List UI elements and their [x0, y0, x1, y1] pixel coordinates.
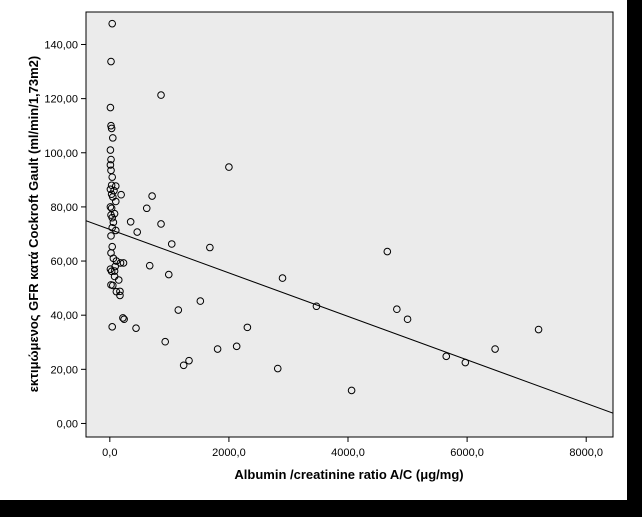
data-point [491, 345, 499, 353]
data-point [534, 325, 543, 334]
y-tick-label: 100,00 [44, 148, 78, 160]
data-point [133, 228, 142, 236]
data-point [196, 297, 205, 305]
data-point [107, 121, 115, 130]
x-tick-label: 6000,0 [450, 447, 484, 459]
data-point [142, 204, 151, 213]
x-axis-title: Albumin /creatinine ratio A/C (μg/mg) [234, 467, 463, 482]
data-point [278, 274, 287, 282]
data-point [117, 190, 125, 199]
data-point [108, 134, 117, 142]
data-point [108, 19, 117, 28]
data-point [111, 226, 120, 235]
data-point [106, 161, 115, 169]
data-point [107, 155, 115, 164]
data-point [116, 259, 125, 267]
data-point [225, 163, 233, 171]
data-point [461, 358, 470, 367]
data-point [107, 57, 115, 66]
data-point [161, 337, 169, 346]
y-tick-label: 120,00 [44, 94, 78, 106]
data-point [106, 146, 115, 154]
data-point [167, 240, 176, 248]
plot-area [85, 11, 614, 438]
data-point [132, 324, 140, 332]
data-point [232, 342, 241, 351]
data-point [109, 218, 118, 227]
x-tick-label: 8000,0 [569, 447, 603, 459]
data-point [174, 306, 183, 314]
data-point [157, 91, 165, 99]
data-point [111, 197, 120, 206]
data-point [108, 173, 117, 181]
y-tick-label: 140,00 [44, 39, 78, 51]
y-tick-label: 60,00 [50, 256, 78, 268]
y-axis-title: εκτιμώμενος GFR κατά Cockroft Gault (ml/… [26, 56, 41, 393]
data-point [114, 276, 123, 284]
data-point [179, 361, 188, 370]
x-tick-label: 2000,0 [212, 447, 246, 459]
data-point [108, 213, 117, 222]
x-axis-ticks: 0,0 2000,0 4000,0 6000,0 8000,0 [102, 437, 603, 459]
data-point [112, 257, 121, 265]
data-point [273, 364, 282, 373]
data-point [106, 203, 115, 211]
data-point [347, 386, 356, 395]
data-point [111, 182, 120, 190]
y-tick-label: 80,00 [50, 202, 78, 214]
chart-figure: 0,00 20,00 40,00 60,00 80,00 100,00 120,00 140,… [0, 0, 627, 500]
data-point [110, 209, 119, 218]
data-point [120, 315, 128, 324]
x-tick-label: 0,0 [102, 447, 117, 459]
data-point [107, 232, 115, 240]
data-point [119, 259, 128, 267]
data-point [185, 356, 193, 365]
data-point [108, 281, 117, 290]
data-point [213, 345, 222, 353]
x-tick-label: 4000,0 [331, 447, 365, 459]
data-point [383, 247, 392, 256]
data-point [107, 124, 116, 133]
data-point [403, 315, 412, 324]
y-tick-label: 40,00 [50, 310, 78, 322]
y-axis-ticks: 0,00 20,00 40,00 60,00 80,00 100,00 120,00 140,… [44, 39, 86, 430]
data-point [442, 352, 451, 361]
data-point [110, 267, 119, 275]
y-tick-label: 20,00 [50, 364, 78, 376]
data-point [148, 192, 156, 200]
data-point [243, 323, 252, 332]
data-point [108, 323, 117, 331]
data-point [106, 185, 115, 194]
data-point [126, 217, 135, 226]
data-point [393, 305, 401, 314]
data-point [145, 261, 154, 270]
data-point [116, 287, 124, 296]
data-point [157, 220, 165, 228]
data-point [116, 291, 124, 300]
data-point [119, 314, 127, 322]
data-point [312, 302, 321, 311]
data-point [106, 103, 115, 112]
data-point [164, 270, 173, 279]
y-tick-label: 0,00 [57, 418, 78, 430]
scatter-chart: 0,00 20,00 40,00 60,00 80,00 100,00 120,00 140,… [26, 11, 614, 482]
fit-line [86, 220, 613, 414]
data-points [106, 19, 543, 395]
data-point [206, 243, 214, 252]
